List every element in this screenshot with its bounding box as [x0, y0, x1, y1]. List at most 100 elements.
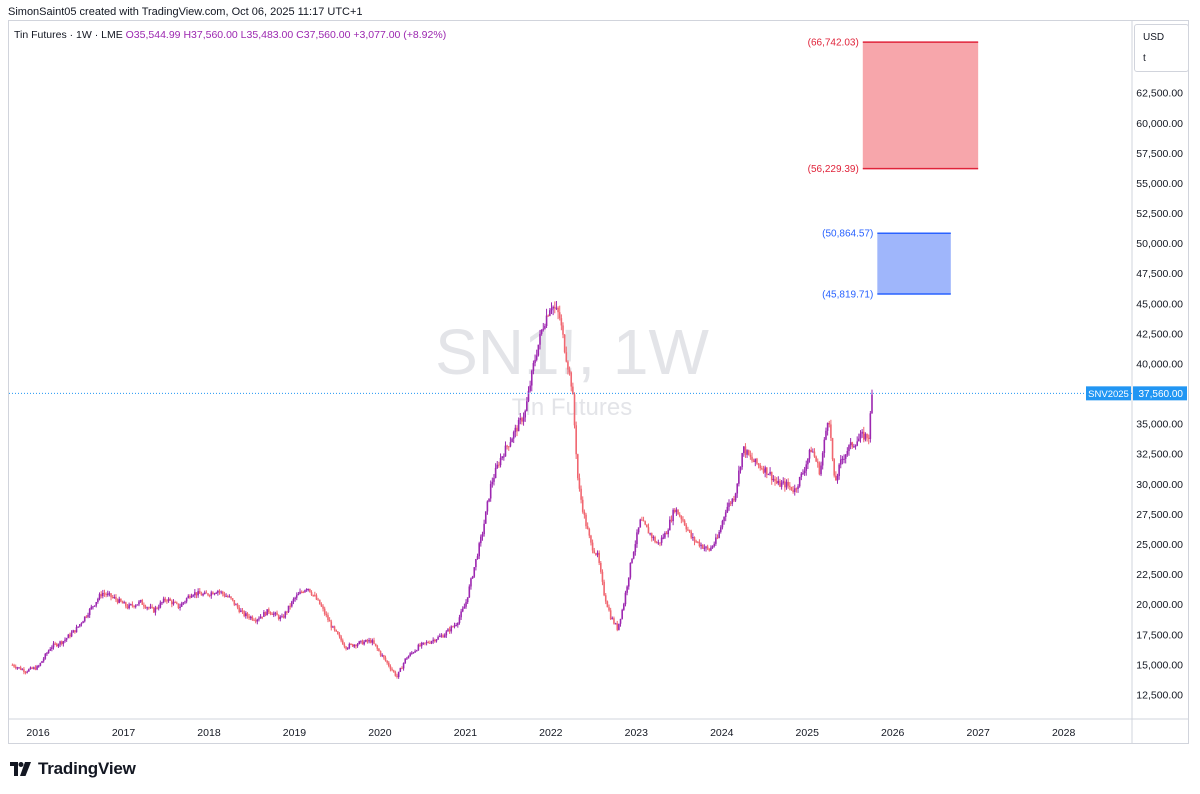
candle-body — [784, 481, 786, 488]
candle-body — [77, 626, 79, 628]
candle-body — [11, 664, 14, 666]
candle-body — [182, 602, 185, 604]
candle-body — [795, 488, 798, 490]
candle-body — [335, 629, 337, 632]
candle-body — [534, 359, 536, 364]
candle-body — [563, 334, 566, 353]
candle-body — [363, 641, 365, 645]
candle-body — [871, 394, 873, 414]
candle-body — [187, 595, 190, 599]
candle-body — [424, 642, 426, 644]
candle-body — [343, 644, 346, 647]
candle-body — [115, 596, 117, 600]
candle-body — [839, 459, 842, 465]
candle-body — [800, 473, 803, 477]
candle-body — [397, 671, 400, 677]
candle-body — [792, 490, 794, 492]
candle-body — [302, 592, 305, 594]
candle-body — [378, 648, 380, 652]
currency-label[interactable]: USD — [1143, 32, 1165, 43]
candle-body — [833, 459, 835, 476]
candle-body — [591, 542, 594, 551]
candle-body — [626, 586, 628, 593]
candle-body — [200, 593, 203, 596]
candle-body — [747, 450, 750, 455]
candle-body — [223, 593, 226, 597]
candle-body — [320, 604, 323, 607]
currency-unit-selector[interactable]: USD t — [1134, 24, 1189, 72]
candle-body — [810, 449, 812, 453]
candle-body — [718, 532, 720, 538]
candle-body — [443, 635, 446, 638]
candle-body — [330, 621, 333, 628]
y-tick-label: 25,000.00 — [1136, 539, 1183, 551]
candle-body — [148, 607, 150, 609]
candle-body — [87, 615, 89, 617]
y-tick-label: 52,500.00 — [1136, 208, 1183, 220]
y-tick-label: 42,500.00 — [1136, 328, 1183, 340]
candle-body — [394, 671, 397, 676]
candle-body — [105, 593, 107, 595]
candle-body — [123, 602, 125, 604]
candle-body — [503, 456, 505, 458]
candle-body — [511, 438, 513, 443]
candle-body — [560, 318, 563, 326]
candle-body — [131, 604, 134, 606]
candle-body — [835, 475, 837, 481]
candle-body — [544, 326, 546, 329]
y-tick-label: 32,500.00 — [1136, 449, 1183, 461]
candle-body — [586, 526, 589, 530]
candle-body — [785, 481, 788, 488]
candle-body — [164, 598, 167, 601]
candle-body — [471, 576, 474, 579]
candle-body — [585, 514, 587, 527]
candle-body — [236, 604, 239, 608]
candle-body — [152, 607, 155, 613]
y-tick-label: 45,000.00 — [1136, 298, 1183, 310]
candle-body — [297, 593, 300, 596]
candle-body — [759, 465, 762, 469]
y-tick-label: 27,500.00 — [1136, 509, 1183, 521]
candle-body — [844, 454, 847, 459]
candle-body — [396, 675, 398, 677]
candle-body — [665, 532, 668, 535]
candle-body — [103, 592, 106, 594]
candle-body — [44, 653, 47, 659]
candle-body — [120, 598, 122, 602]
x-tick-label: 2019 — [283, 727, 307, 739]
candle-body — [102, 592, 104, 597]
candle-body — [95, 602, 98, 606]
candle-body — [828, 422, 831, 425]
candle-body — [286, 611, 288, 613]
candle-body — [141, 600, 144, 605]
candle-body — [442, 635, 444, 638]
tradingview-logo[interactable]: TradingView — [10, 759, 136, 779]
candle-body — [455, 625, 457, 627]
candle-body — [568, 369, 571, 373]
candle-body — [346, 647, 349, 649]
last-price-tag — [1133, 386, 1187, 401]
y-tick-label: 57,500.00 — [1136, 148, 1183, 160]
candle-body — [62, 641, 65, 644]
candle-body — [310, 592, 313, 595]
candle-body — [162, 598, 165, 603]
candle-body — [307, 588, 310, 590]
candle-body — [88, 608, 91, 616]
candle-body — [468, 586, 471, 598]
candle-body — [708, 548, 711, 551]
candle-body — [383, 655, 385, 658]
candle-body — [762, 469, 765, 473]
candle-body — [387, 662, 390, 667]
candle-body — [261, 616, 264, 618]
candle-body — [649, 533, 651, 535]
candle-body — [243, 611, 245, 617]
unit-label[interactable]: t — [1143, 53, 1146, 64]
candle-body — [766, 467, 768, 475]
candle-body — [21, 669, 24, 671]
candle-body — [125, 602, 127, 607]
candle-body — [16, 667, 19, 669]
candle-body — [226, 596, 229, 598]
candle-body — [323, 608, 326, 615]
candle-body — [516, 427, 518, 432]
